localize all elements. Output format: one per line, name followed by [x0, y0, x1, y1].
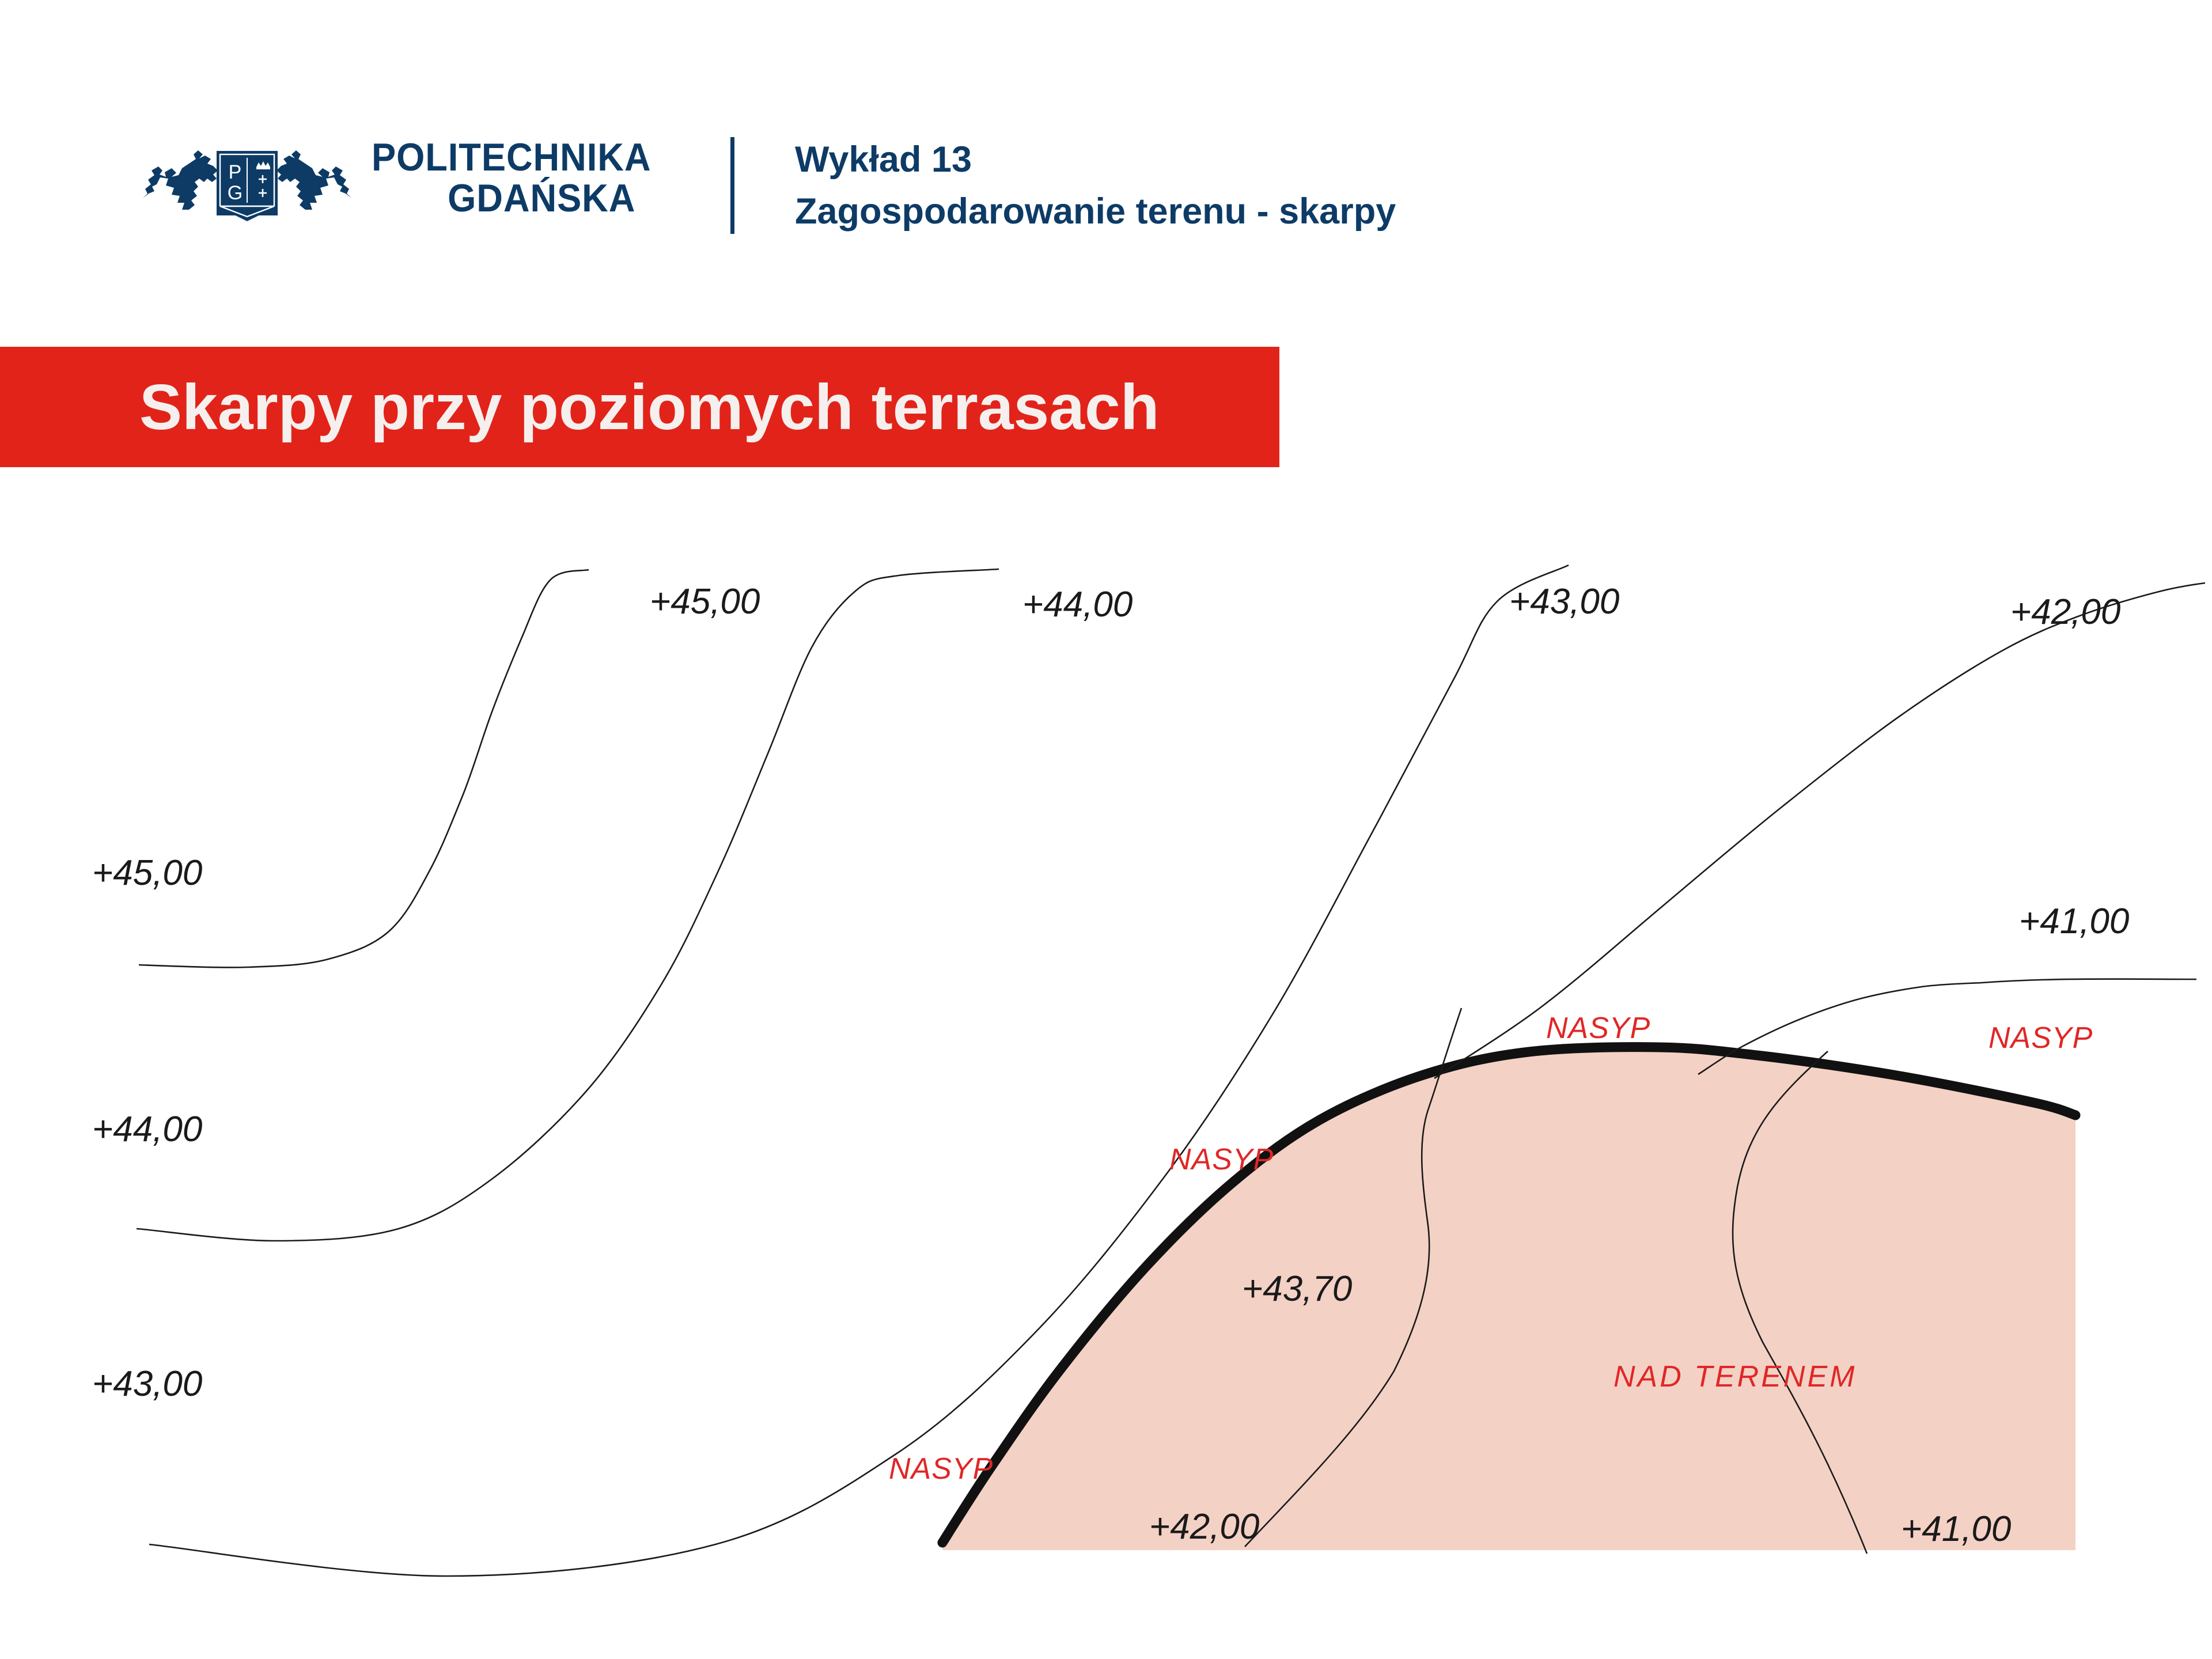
svg-text:+43,70: +43,70: [1242, 1269, 1352, 1309]
svg-text:+45,00: +45,00: [92, 853, 202, 893]
svg-text:+41,00: +41,00: [1901, 1509, 2011, 1549]
svg-text:NAD TERENEM: NAD TERENEM: [1613, 1360, 1857, 1393]
svg-text:NASYP: NASYP: [1546, 1012, 1650, 1045]
svg-text:+45,00: +45,00: [650, 582, 760, 622]
svg-text:NASYP: NASYP: [1988, 1021, 2093, 1055]
svg-text:+41,00: +41,00: [2019, 902, 2129, 941]
svg-text:+42,00: +42,00: [2010, 592, 2120, 632]
svg-text:NASYP: NASYP: [1169, 1143, 1274, 1176]
svg-text:NASYP: NASYP: [889, 1452, 993, 1486]
svg-text:+42,00: +42,00: [1149, 1507, 1259, 1547]
svg-text:+43,00: +43,00: [92, 1364, 202, 1404]
svg-text:+43,00: +43,00: [1509, 582, 1619, 622]
svg-text:+44,00: +44,00: [1022, 585, 1132, 624]
svg-text:+44,00: +44,00: [92, 1109, 202, 1149]
